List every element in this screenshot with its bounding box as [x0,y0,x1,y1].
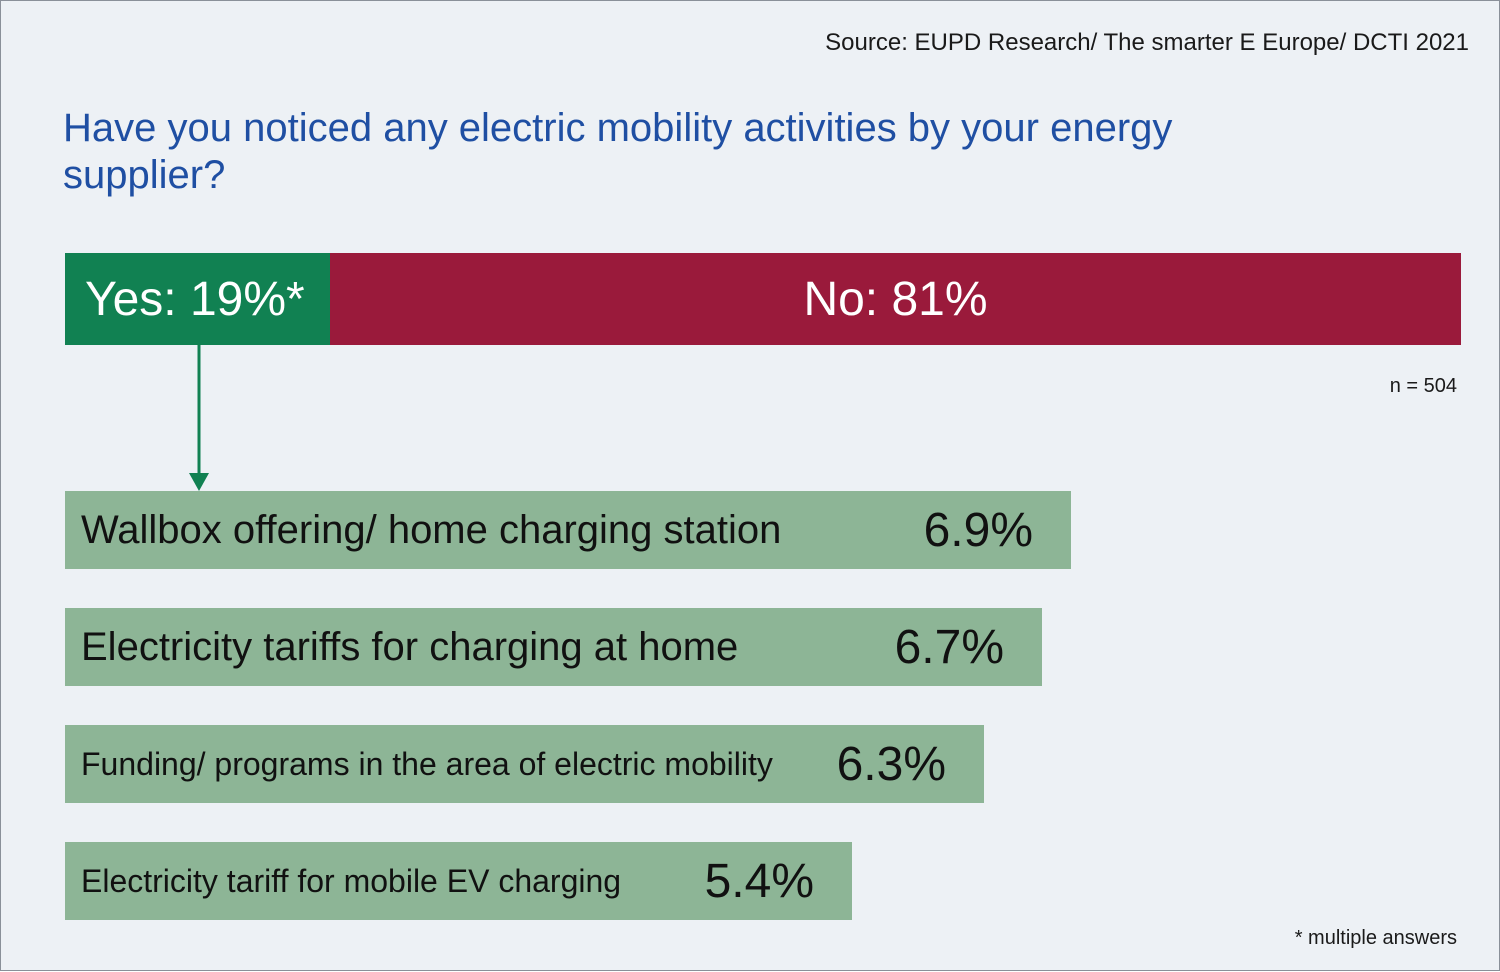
bar-label: Funding/ programs in the area of electri… [81,745,773,782]
arrow-down-icon [189,345,209,491]
bar-yes-label: Yes: 19%* [85,272,305,326]
bar-label: Electricity tariff for mobile EV chargin… [81,862,622,899]
bar-no-label: No: 81% [803,272,988,326]
source-note: Source: EUPD Research/ The smarter E Eur… [825,29,1469,56]
sample-size: n = 504 [1389,375,1457,397]
bar-label: Electricity tariffs for charging at home [81,624,739,669]
bar-value-label: 6.7% [894,620,1004,674]
bar-yes: Yes: 19%* [65,253,330,345]
bar-row: Funding/ programs in the area of electri… [65,725,984,803]
bar-row: Electricity tariff for mobile EV chargin… [65,842,852,920]
bar-no: No: 81% [330,253,1461,345]
bar-value-label: 6.9% [923,503,1033,557]
yes-no-stacked-bar: Yes: 19%* No: 81% [65,253,1461,345]
chart-title: Have you noticed any electric mobility a… [63,106,1173,197]
bar-row: Electricity tariffs for charging at home… [65,608,1042,686]
footnote: * multiple answers [1294,927,1457,949]
bar-label: Wallbox offering/ home charging station [81,507,782,552]
bar-row: Wallbox offering/ home charging station 6… [65,491,1071,569]
bar-value-label: 5.4% [704,854,814,908]
bar-value-label: 6.3% [836,737,946,791]
